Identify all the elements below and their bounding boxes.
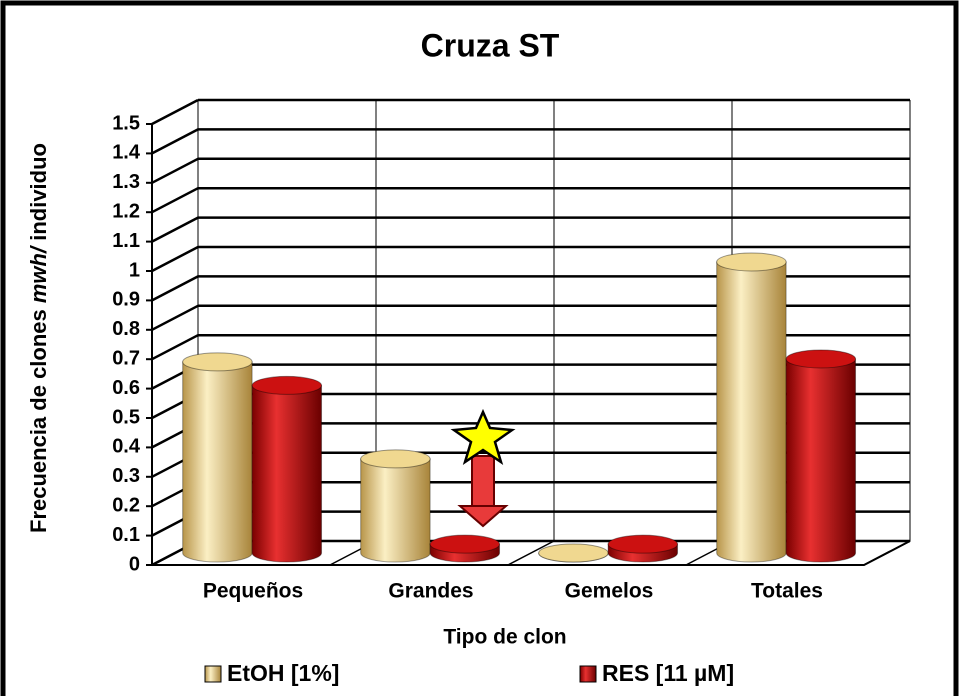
legend-swatch — [204, 665, 222, 683]
y-tick-label: 1.1 — [112, 230, 140, 252]
y-tick-label: 0.9 — [112, 289, 140, 311]
side-grid-line — [151, 334, 199, 361]
bar — [251, 384, 323, 563]
y-label-part: mwh/ — [26, 244, 51, 303]
bar-top — [538, 543, 609, 563]
y-tick-label: 0.2 — [112, 494, 140, 516]
y-tick-label: 1.2 — [112, 200, 140, 222]
chart-title: Cruza ST — [421, 27, 560, 63]
y-label-part: Frecuencia de clones — [26, 303, 51, 533]
x-tick-label: Gemelos — [565, 580, 654, 603]
bar — [716, 261, 787, 563]
arrow-head — [457, 505, 509, 528]
y-tick-label: 1.5 — [112, 112, 140, 134]
side-grid-line — [151, 98, 199, 126]
bar — [182, 361, 253, 563]
y-tick-label: 0.1 — [112, 524, 140, 546]
y-tick-label: 0.7 — [112, 347, 140, 369]
y-tick-label: 0.8 — [112, 318, 140, 340]
annotation — [450, 408, 516, 528]
x-tick-label: Grandes — [388, 580, 473, 603]
y-tick-label: 1.4 — [112, 142, 141, 164]
legend-label: RES [11 µM] — [602, 660, 734, 686]
floor-divider — [863, 540, 911, 566]
legend-label: EtOH [1%] — [227, 660, 339, 686]
side-grid-line — [151, 157, 199, 184]
side-grid-line — [151, 245, 199, 273]
bar-top — [251, 375, 323, 395]
y-axis-label: Frecuencia de clones mwh/ individuo — [26, 143, 51, 533]
legend-swatch — [579, 665, 597, 683]
side-grid-line — [151, 216, 199, 243]
y-tick-label: 0.6 — [112, 377, 140, 399]
y-tick-label: 1.3 — [112, 171, 140, 193]
bar-top — [716, 252, 787, 272]
y-tick-label: 0.3 — [112, 465, 140, 487]
bar — [360, 458, 431, 563]
x-tick-label: Totales — [751, 580, 823, 603]
y-label-part: individuo — [26, 143, 51, 247]
y-tick-label: 0.5 — [112, 406, 140, 428]
y-tick-label: 0.4 — [112, 436, 141, 458]
x-axis-label: Tipo de clon — [443, 626, 566, 649]
side-grid-line — [151, 304, 199, 331]
bar-top — [182, 352, 253, 372]
star — [450, 408, 516, 465]
x-tick-label: Pequeños — [203, 580, 303, 603]
bar-top — [785, 349, 857, 369]
y-tick-label: 1 — [129, 259, 140, 281]
floor-divider — [507, 540, 555, 566]
arrow-shaft — [471, 455, 495, 509]
bar-top — [429, 534, 501, 554]
side-grid-line — [151, 275, 199, 302]
side-grid-line — [151, 187, 199, 214]
side-grid-line — [151, 128, 199, 155]
bar — [785, 358, 857, 563]
bar-top — [360, 449, 431, 469]
plot: 0 0.1 0.2 0.3 0.4 0.5 0.6 0.7 0.8 0.9 1 1.1 1.2 1.3 1.… — [112, 98, 911, 686]
bar-top — [607, 534, 679, 554]
y-tick-label: 0 — [129, 553, 140, 575]
